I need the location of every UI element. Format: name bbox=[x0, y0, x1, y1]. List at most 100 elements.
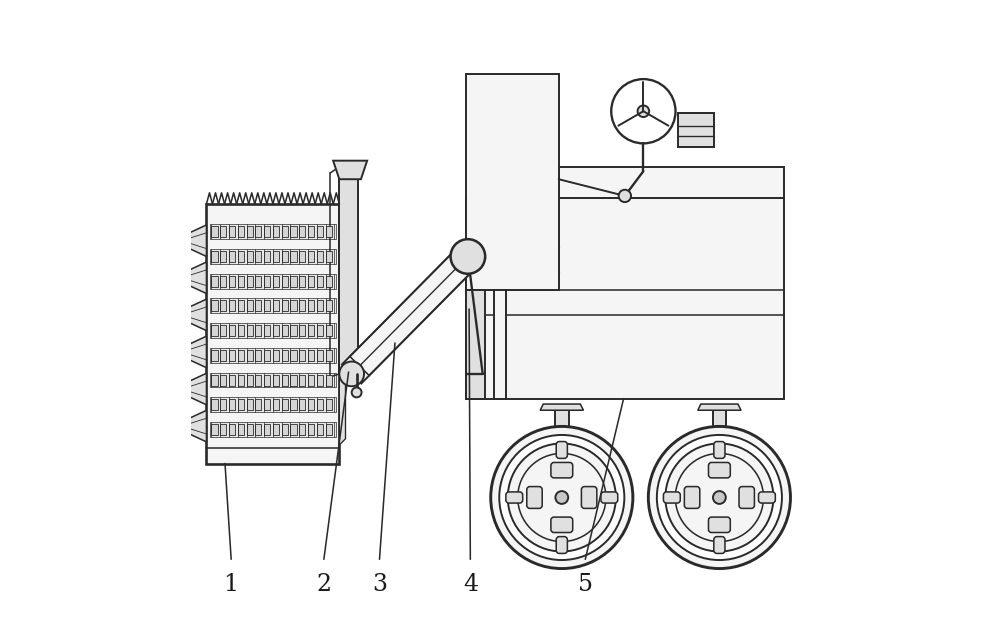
Circle shape bbox=[648, 426, 790, 569]
Bar bbox=[264, 399, 270, 410]
Bar bbox=[713, 410, 726, 435]
Polygon shape bbox=[540, 404, 583, 410]
Bar bbox=[317, 375, 323, 386]
Bar bbox=[264, 276, 270, 287]
Text: 4: 4 bbox=[463, 572, 478, 596]
Bar bbox=[220, 399, 226, 410]
Bar bbox=[247, 350, 253, 361]
Bar bbox=[220, 375, 226, 386]
Bar bbox=[308, 276, 314, 287]
Bar bbox=[273, 375, 279, 386]
Bar bbox=[229, 300, 235, 311]
FancyBboxPatch shape bbox=[556, 536, 567, 554]
Bar bbox=[220, 350, 226, 361]
Polygon shape bbox=[339, 167, 358, 374]
Bar bbox=[264, 300, 270, 311]
Bar bbox=[238, 350, 244, 361]
Polygon shape bbox=[342, 247, 478, 383]
Bar bbox=[326, 325, 332, 336]
Bar bbox=[317, 424, 323, 435]
Bar bbox=[247, 375, 253, 386]
Bar bbox=[326, 350, 332, 361]
Bar bbox=[282, 325, 288, 336]
Bar bbox=[678, 113, 714, 147]
Bar bbox=[299, 226, 305, 237]
Bar bbox=[264, 375, 270, 386]
Polygon shape bbox=[172, 262, 206, 294]
Bar bbox=[290, 325, 297, 336]
Bar bbox=[220, 251, 226, 262]
FancyBboxPatch shape bbox=[506, 492, 523, 503]
Bar bbox=[238, 325, 244, 336]
Bar bbox=[210, 323, 336, 338]
Bar bbox=[290, 424, 297, 435]
Bar bbox=[290, 226, 297, 237]
Bar bbox=[238, 226, 244, 237]
FancyBboxPatch shape bbox=[714, 441, 725, 459]
Bar bbox=[211, 350, 218, 361]
Bar bbox=[299, 424, 305, 435]
FancyBboxPatch shape bbox=[714, 536, 725, 554]
Bar bbox=[220, 325, 226, 336]
Polygon shape bbox=[172, 225, 206, 256]
Bar bbox=[273, 226, 279, 237]
Bar bbox=[238, 424, 244, 435]
Polygon shape bbox=[698, 404, 741, 410]
Bar bbox=[290, 399, 297, 410]
Bar bbox=[273, 276, 279, 287]
Bar bbox=[282, 276, 288, 287]
Bar bbox=[210, 373, 336, 387]
Bar bbox=[273, 424, 279, 435]
Polygon shape bbox=[466, 198, 784, 399]
Circle shape bbox=[555, 491, 568, 504]
Bar bbox=[264, 251, 270, 262]
Bar bbox=[282, 424, 288, 435]
Bar bbox=[247, 276, 253, 287]
Bar bbox=[255, 350, 261, 361]
Bar bbox=[308, 300, 314, 311]
Bar bbox=[308, 226, 314, 237]
Bar bbox=[220, 424, 226, 435]
FancyBboxPatch shape bbox=[527, 486, 542, 509]
Bar bbox=[229, 251, 235, 262]
Bar bbox=[282, 300, 288, 311]
Circle shape bbox=[352, 387, 362, 397]
FancyBboxPatch shape bbox=[581, 486, 597, 509]
Bar bbox=[299, 251, 305, 262]
Bar bbox=[308, 325, 314, 336]
Bar bbox=[282, 375, 288, 386]
Bar bbox=[210, 348, 336, 363]
Polygon shape bbox=[172, 299, 206, 331]
Circle shape bbox=[491, 426, 633, 569]
Bar bbox=[238, 300, 244, 311]
Bar bbox=[255, 300, 261, 311]
Bar bbox=[229, 375, 235, 386]
Bar bbox=[282, 226, 288, 237]
Bar bbox=[264, 350, 270, 361]
Bar bbox=[229, 325, 235, 336]
Bar bbox=[264, 226, 270, 237]
Bar bbox=[282, 251, 288, 262]
Polygon shape bbox=[172, 336, 206, 368]
FancyBboxPatch shape bbox=[708, 462, 730, 478]
Bar bbox=[326, 375, 332, 386]
Bar bbox=[211, 276, 218, 287]
Bar bbox=[273, 350, 279, 361]
FancyBboxPatch shape bbox=[663, 492, 680, 503]
Bar bbox=[273, 300, 279, 311]
Bar bbox=[211, 424, 218, 435]
Bar bbox=[308, 251, 314, 262]
Circle shape bbox=[657, 435, 782, 560]
Bar bbox=[247, 399, 253, 410]
Bar bbox=[211, 375, 218, 386]
Bar bbox=[273, 251, 279, 262]
Bar bbox=[255, 424, 261, 435]
Bar bbox=[273, 399, 279, 410]
Bar bbox=[238, 375, 244, 386]
Bar bbox=[255, 276, 261, 287]
Bar bbox=[220, 226, 226, 237]
Bar bbox=[210, 274, 336, 289]
Polygon shape bbox=[466, 74, 559, 290]
Bar bbox=[326, 424, 332, 435]
Bar bbox=[555, 410, 569, 435]
